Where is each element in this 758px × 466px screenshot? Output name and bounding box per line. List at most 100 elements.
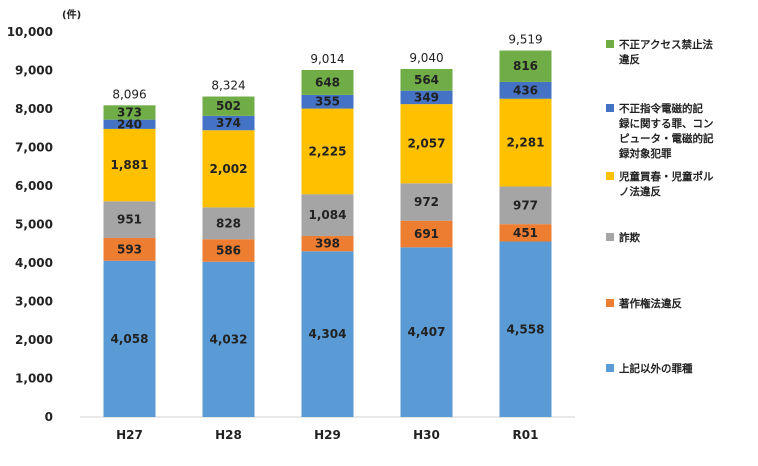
data-label: 374	[216, 116, 241, 130]
y-tick-label: 8,000	[15, 102, 53, 116]
legend-swatch	[606, 364, 614, 372]
bar-segment	[103, 128, 156, 202]
legend-label: 不正アクセス禁止法	[619, 38, 713, 51]
y-tick-label: 6,000	[15, 179, 53, 193]
bar-segment	[202, 207, 255, 240]
x-tick-label: H29	[314, 428, 341, 442]
data-label: 502	[216, 99, 241, 113]
legend-swatch	[606, 299, 614, 307]
y-tick-label: 2,000	[15, 333, 53, 347]
legend: 不正アクセス禁止法違反不正指令電磁的記録に関する罪、コンピュータ・電磁的記録対象…	[606, 38, 714, 375]
data-label: 586	[216, 243, 241, 257]
data-label: 349	[414, 90, 439, 104]
y-tick-label: 10,000	[7, 25, 53, 39]
y-tick-label: 9,000	[15, 64, 53, 78]
data-label: 4,304	[309, 327, 347, 341]
data-label: 436	[513, 83, 538, 97]
bar-segment	[202, 96, 255, 116]
data-label: 240	[117, 117, 142, 131]
data-label: 2,225	[309, 144, 347, 158]
bar-segment	[499, 224, 552, 242]
y-tick-label: 3,000	[15, 295, 53, 309]
data-label: 451	[513, 226, 538, 240]
bar-segment	[400, 104, 453, 184]
legend-swatch	[606, 233, 614, 241]
legend-label: 違反	[619, 53, 640, 66]
bar-segment	[400, 68, 453, 91]
y-tick-label: 4,000	[15, 256, 53, 270]
bar-segment	[103, 237, 156, 261]
data-label: 373	[117, 105, 142, 119]
legend-swatch	[606, 104, 614, 112]
legend-label: ピュータ・電磁的記	[619, 132, 714, 145]
data-label: 828	[216, 216, 241, 230]
data-label: 691	[414, 227, 439, 241]
bar-segment	[499, 50, 552, 82]
data-label: 4,558	[507, 322, 545, 336]
data-label: 4,058	[111, 332, 149, 346]
data-label: 398	[315, 237, 340, 251]
total-label: 8,324	[211, 79, 245, 93]
legend-label: 詐欺	[619, 231, 640, 244]
data-label: 4,407	[408, 325, 446, 339]
legend-label: 録に関する罪、コン	[619, 117, 714, 130]
bar-segment	[301, 235, 354, 252]
x-tick-label: H27	[116, 428, 143, 442]
data-label: 564	[414, 73, 439, 87]
bar-segment	[202, 261, 255, 417]
legend-label: 児童買春・児童ポル	[618, 170, 714, 183]
total-label: 8,096	[112, 87, 146, 101]
legend-swatch	[606, 40, 614, 48]
data-label: 972	[414, 195, 439, 209]
bar-segment	[301, 251, 354, 417]
legend-label: 不正指令電磁的記	[619, 102, 703, 115]
data-label: 2,057	[408, 137, 446, 151]
data-label: 593	[117, 242, 142, 256]
bar-segment	[400, 220, 453, 248]
bar-segment	[400, 183, 453, 221]
legend-label: 録対象犯罪	[619, 147, 672, 160]
y-tick-label: 5,000	[15, 218, 53, 232]
x-tick-label: H30	[413, 428, 440, 442]
total-label: 9,519	[508, 33, 542, 47]
bar-segment	[301, 94, 354, 109]
bar-segment	[499, 98, 552, 187]
total-label: 9,040	[409, 51, 443, 65]
bar-segment	[499, 81, 552, 99]
legend-swatch	[606, 172, 614, 180]
data-label: 4,032	[210, 332, 248, 346]
bar-segment	[202, 115, 255, 131]
data-label: 951	[117, 213, 142, 227]
y-tick-label: 7,000	[15, 141, 53, 155]
data-label: 1,881	[111, 158, 149, 172]
bar-segment	[103, 105, 156, 120]
legend-label: 著作権法違反	[618, 297, 682, 310]
data-label: 648	[315, 75, 340, 89]
y-unit-label: (件)	[62, 8, 81, 21]
bar-segment	[103, 119, 156, 129]
bar-segment	[202, 239, 255, 262]
data-label: 816	[513, 59, 538, 73]
data-label: 2,002	[210, 162, 248, 176]
x-tick-label: H28	[215, 428, 242, 442]
legend-label: ノ法違反	[619, 185, 661, 198]
bar-segment	[103, 260, 156, 417]
data-label: 355	[315, 95, 340, 109]
legend-label: 上記以外の罪種	[619, 362, 693, 375]
bar-segment	[400, 247, 453, 417]
bar-segment	[499, 241, 552, 417]
y-tick-label: 0	[45, 410, 53, 424]
bar-segment	[400, 90, 453, 105]
data-label: 2,281	[507, 136, 545, 150]
bar-segment	[499, 186, 552, 225]
bar-segment	[301, 69, 354, 95]
bar-segment	[103, 201, 156, 238]
data-label: 1,084	[309, 208, 347, 222]
bar-layer	[103, 50, 552, 417]
axis-layer: 0 1,000 2,000 3,000 4,000 5,000 6,000 7,000 8,00…	[7, 25, 575, 442]
y-tick-label: 1,000	[15, 372, 53, 386]
bar-segment	[301, 194, 354, 236]
bar-segment	[202, 130, 255, 208]
